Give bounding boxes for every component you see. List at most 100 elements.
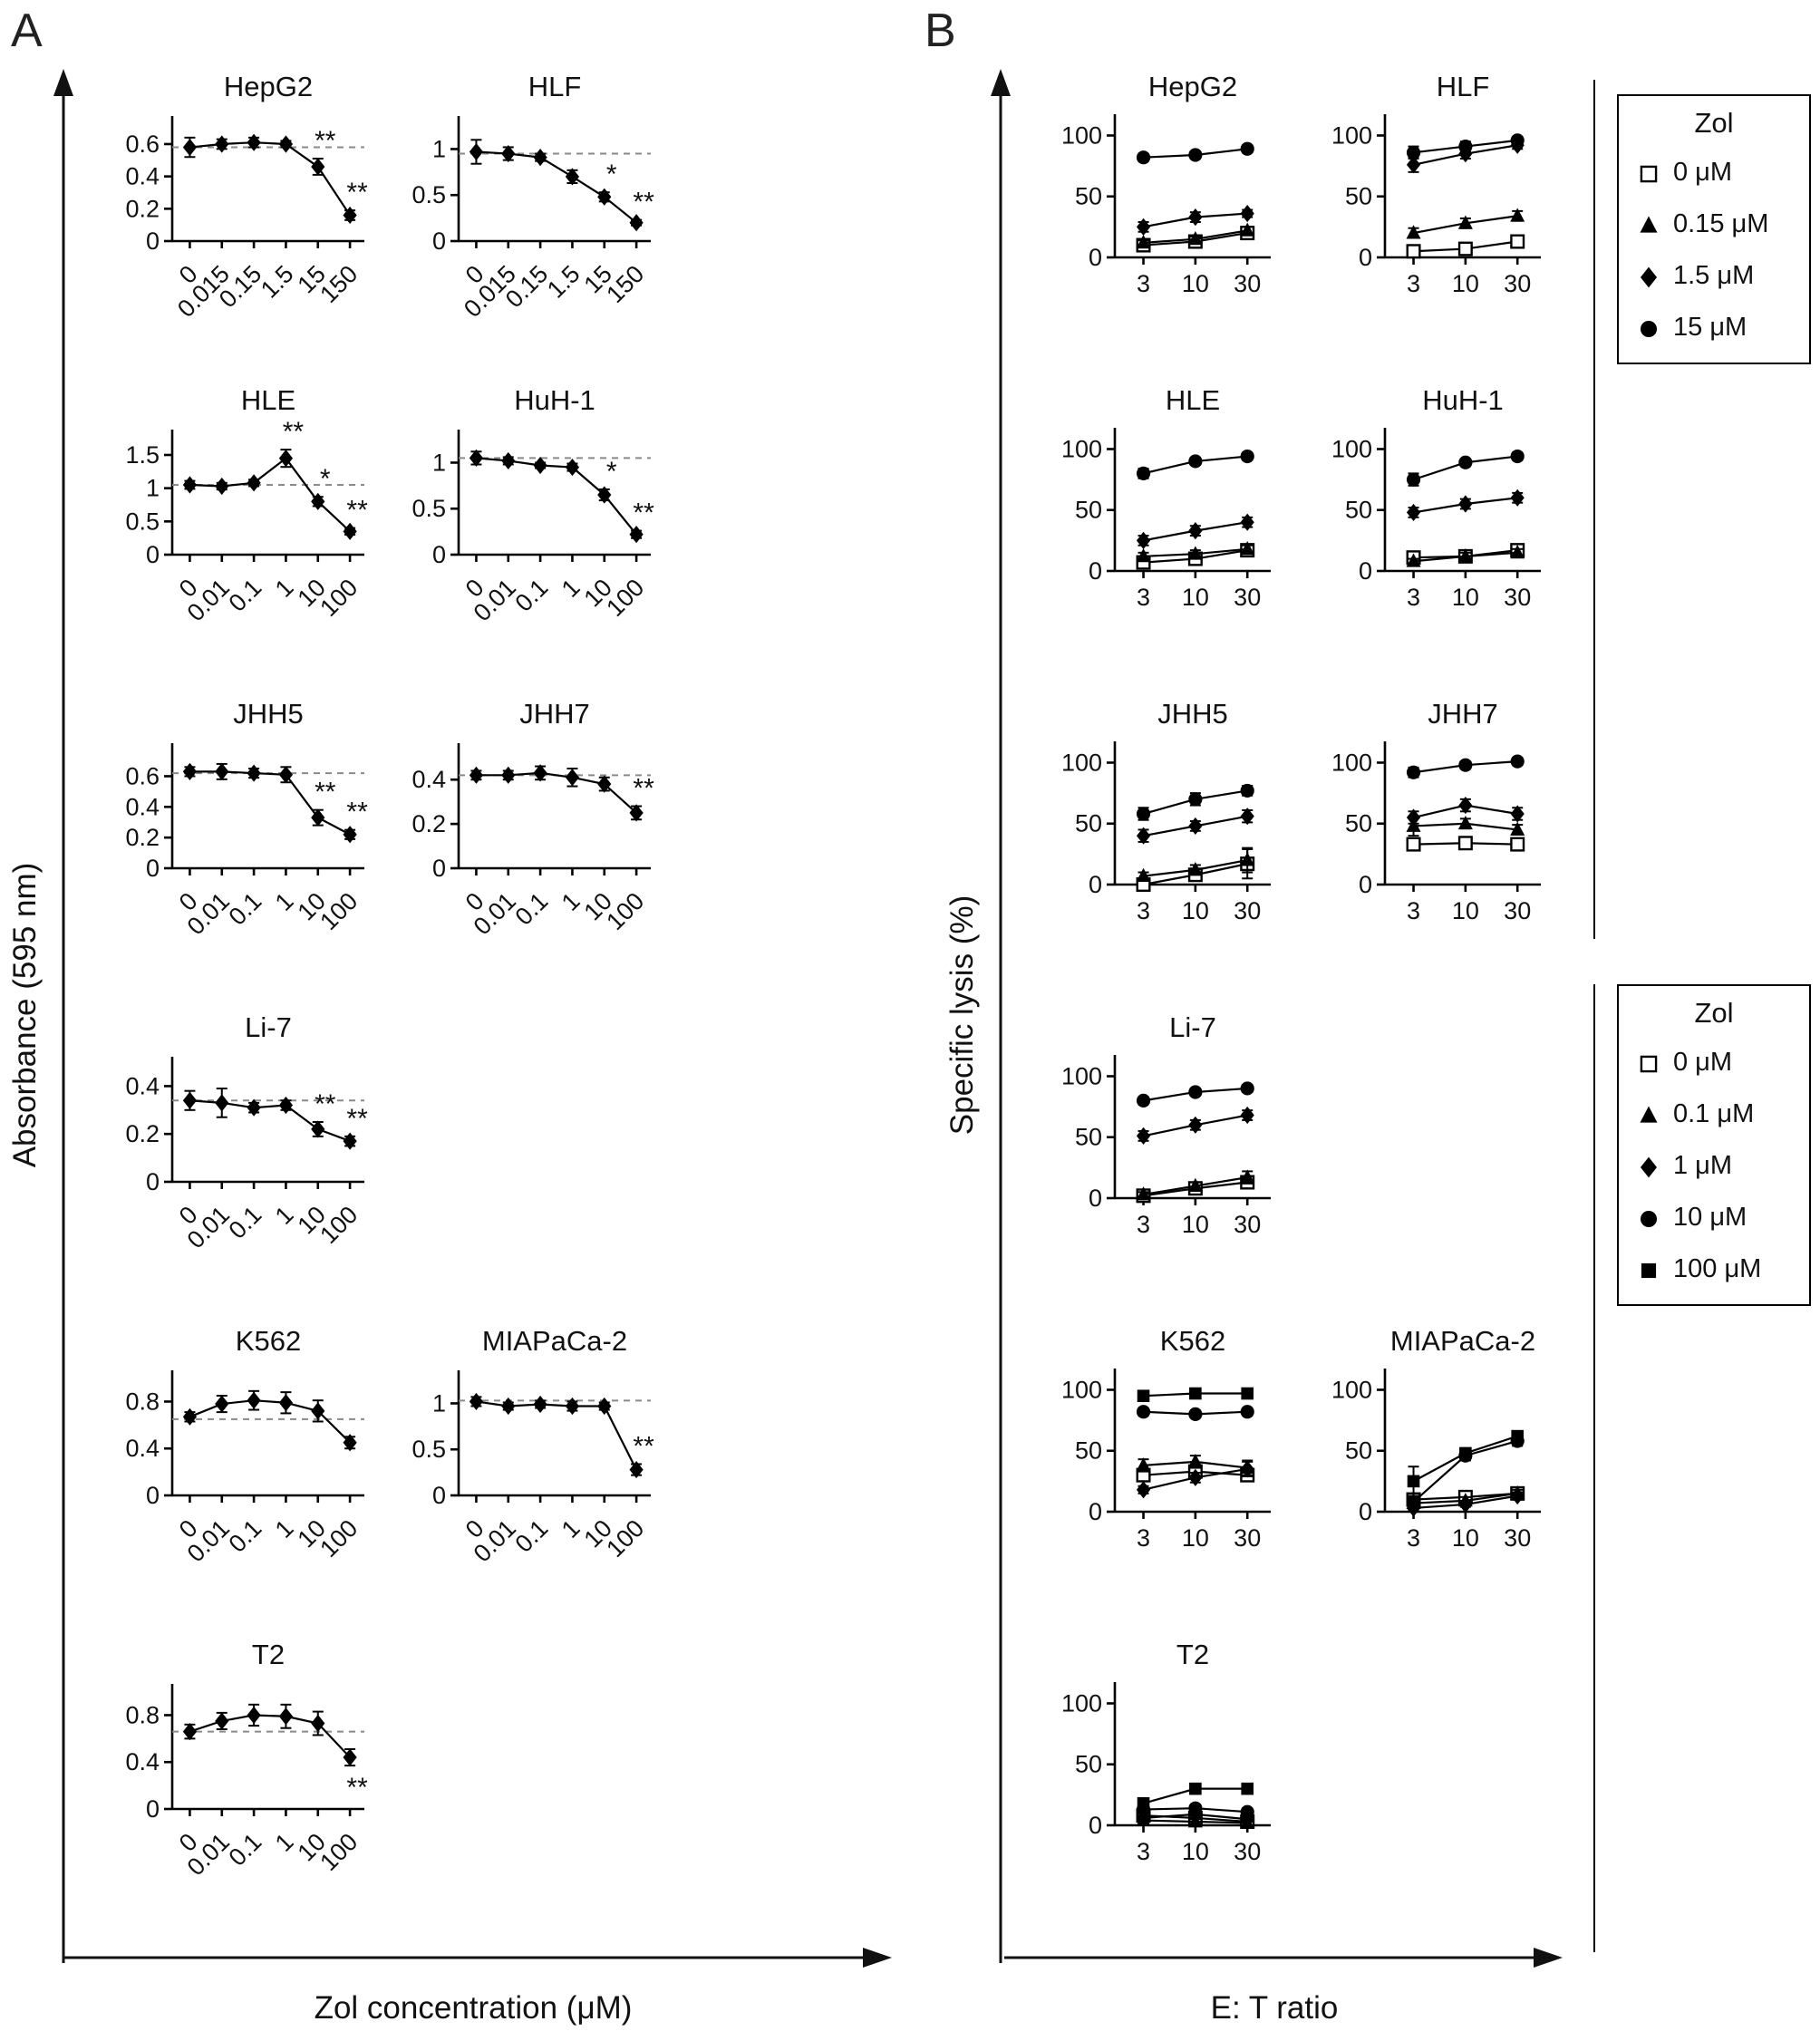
square-open-icon (1640, 1055, 1658, 1072)
panel-a-chart-jhh7: JHH7 0 0.2 0.4 0 0.01 0.1 1 10 100 ** (388, 698, 671, 1006)
panel-b-chart-k562: K562 0 50 100 3 10 30 (1042, 1325, 1307, 1582)
svg-text:0.1: 0.1 (224, 1828, 267, 1872)
panel-b-letter: B (925, 5, 956, 57)
svg-text:1: 1 (270, 574, 299, 603)
svg-text:0.4: 0.4 (125, 163, 160, 190)
svg-text:0: 0 (1359, 871, 1372, 898)
svg-text:100: 100 (1331, 121, 1372, 149)
svg-text:**: ** (283, 417, 305, 447)
svg-text:0.4: 0.4 (125, 1748, 160, 1775)
svg-text:1: 1 (270, 1828, 299, 1857)
svg-text:**: ** (633, 774, 654, 804)
panel-a-chart-k562: K562 0 0.4 0.8 0 0.01 0.1 1 10 100 (102, 1325, 384, 1633)
svg-text:3: 3 (1407, 584, 1420, 611)
svg-text:1.5: 1.5 (256, 260, 299, 304)
svg-text:150: 150 (315, 260, 363, 308)
chart-plot: 0 50 100 3 10 30 (1331, 114, 1541, 297)
square-filled-icon (1641, 1262, 1657, 1278)
panel-a-chart-t2: T2 0 0.4 0.8 0 0.01 0.1 1 10 100 ** (102, 1639, 384, 1947)
chart-title: JHH5 (233, 698, 304, 730)
svg-text:0: 0 (1089, 871, 1102, 898)
svg-text:30: 30 (1234, 584, 1261, 611)
svg-text:**: ** (346, 798, 368, 827)
legend-label: 15 μM (1673, 313, 1747, 342)
svg-text:50: 50 (1345, 1437, 1372, 1465)
svg-text:1: 1 (432, 1389, 446, 1417)
svg-text:3: 3 (1137, 1838, 1150, 1865)
chart-title: MIAPaCa-2 (1389, 1325, 1536, 1357)
svg-text:**: ** (315, 126, 336, 156)
panel-b-chart-huh-1: HuH-1 0 50 100 3 10 30 (1312, 384, 1577, 642)
svg-text:0: 0 (1359, 1498, 1372, 1525)
svg-text:10: 10 (1182, 270, 1209, 297)
svg-text:10: 10 (1182, 1838, 1209, 1865)
svg-text:30: 30 (1234, 1211, 1261, 1238)
legend-scope-bracket-bottom (1593, 984, 1595, 1952)
svg-text:0: 0 (1089, 1498, 1102, 1525)
panel-b-y-axis-label: Specific lysis (%) (944, 895, 980, 1136)
panel-a-chart-li-7: Li-7 0 0.2 0.4 0 0.01 0.1 1 10 100 ** ** (102, 1011, 384, 1320)
svg-text:100: 100 (1061, 121, 1102, 149)
svg-text:0: 0 (146, 1168, 160, 1195)
chart-title: JHH7 (1428, 698, 1498, 730)
chart-title: HepG2 (223, 71, 314, 102)
panel-a-chart-huh-1: HuH-1 0 0.5 1 0 0.01 0.1 1 10 100 * ** (388, 384, 671, 692)
svg-text:**: ** (315, 1089, 336, 1119)
legend-title: Zol (1694, 107, 1734, 139)
panel-b-chart-hle: HLE 0 50 100 3 10 30 (1042, 384, 1307, 642)
triangle-filled-icon (1640, 216, 1658, 233)
panel-b-chart-miapaca-2: MIAPaCa-2 0 50 100 3 10 30 (1312, 1325, 1577, 1582)
svg-text:1: 1 (557, 574, 586, 603)
chart-title: T2 (251, 1639, 286, 1670)
svg-text:**: ** (346, 178, 368, 208)
svg-text:100: 100 (315, 1828, 363, 1876)
svg-text:0.5: 0.5 (125, 508, 160, 535)
svg-text:**: ** (633, 188, 654, 218)
legend-label: 0.1 μM (1673, 1099, 1755, 1128)
svg-text:100: 100 (1061, 749, 1102, 776)
svg-text:10: 10 (1452, 584, 1479, 611)
legend-zol-top: Zol 0 μM 0.15 μM 1.5 μM 15 μM (1617, 94, 1811, 364)
svg-text:50: 50 (1075, 1437, 1102, 1465)
svg-text:50: 50 (1075, 810, 1102, 837)
legend-label: 10 μM (1673, 1203, 1747, 1232)
chart-plot: 0 50 100 3 10 30 (1331, 741, 1541, 924)
svg-text:0.2: 0.2 (125, 824, 160, 851)
svg-text:0: 0 (1089, 1185, 1102, 1212)
legend-entries: 0 μM 0.15 μM 1.5 μM 15 μM (1619, 147, 1809, 353)
svg-text:1: 1 (146, 475, 160, 502)
svg-text:100: 100 (1061, 435, 1102, 462)
svg-text:0.5: 0.5 (411, 181, 446, 208)
svg-text:0.6: 0.6 (125, 762, 160, 789)
svg-text:100: 100 (315, 1201, 363, 1249)
svg-text:10: 10 (1452, 270, 1479, 297)
svg-text:**: ** (346, 1104, 368, 1134)
chart-title: HLF (1436, 71, 1490, 102)
chart-title: HLE (1165, 384, 1221, 416)
legend-entry: 100 μM (1619, 1243, 1809, 1295)
legend-label: 0 μM (1673, 1048, 1733, 1077)
chart-title: JHH5 (1157, 698, 1228, 730)
svg-text:0: 0 (1089, 557, 1102, 585)
svg-text:0: 0 (146, 1482, 160, 1509)
svg-text:*: * (606, 160, 617, 189)
panel-b-chart-jhh5: JHH5 0 50 100 3 10 30 (1042, 698, 1307, 955)
svg-text:0: 0 (1089, 244, 1102, 271)
chart-plot: 0 50 100 3 10 30 (1061, 1055, 1271, 1238)
legend-entry: 0 μM (1619, 1037, 1809, 1088)
legend-entry: 1 μM (1619, 1140, 1809, 1192)
svg-text:0: 0 (146, 541, 160, 568)
chart-plot: 0 50 100 3 10 30 (1061, 741, 1271, 924)
svg-text:100: 100 (601, 1514, 649, 1562)
svg-text:**: ** (633, 498, 654, 528)
legend-entry: 0.15 μM (1619, 198, 1809, 250)
svg-text:0: 0 (1359, 244, 1372, 271)
svg-text:**: ** (346, 1773, 368, 1803)
svg-text:0.5: 0.5 (411, 495, 446, 522)
